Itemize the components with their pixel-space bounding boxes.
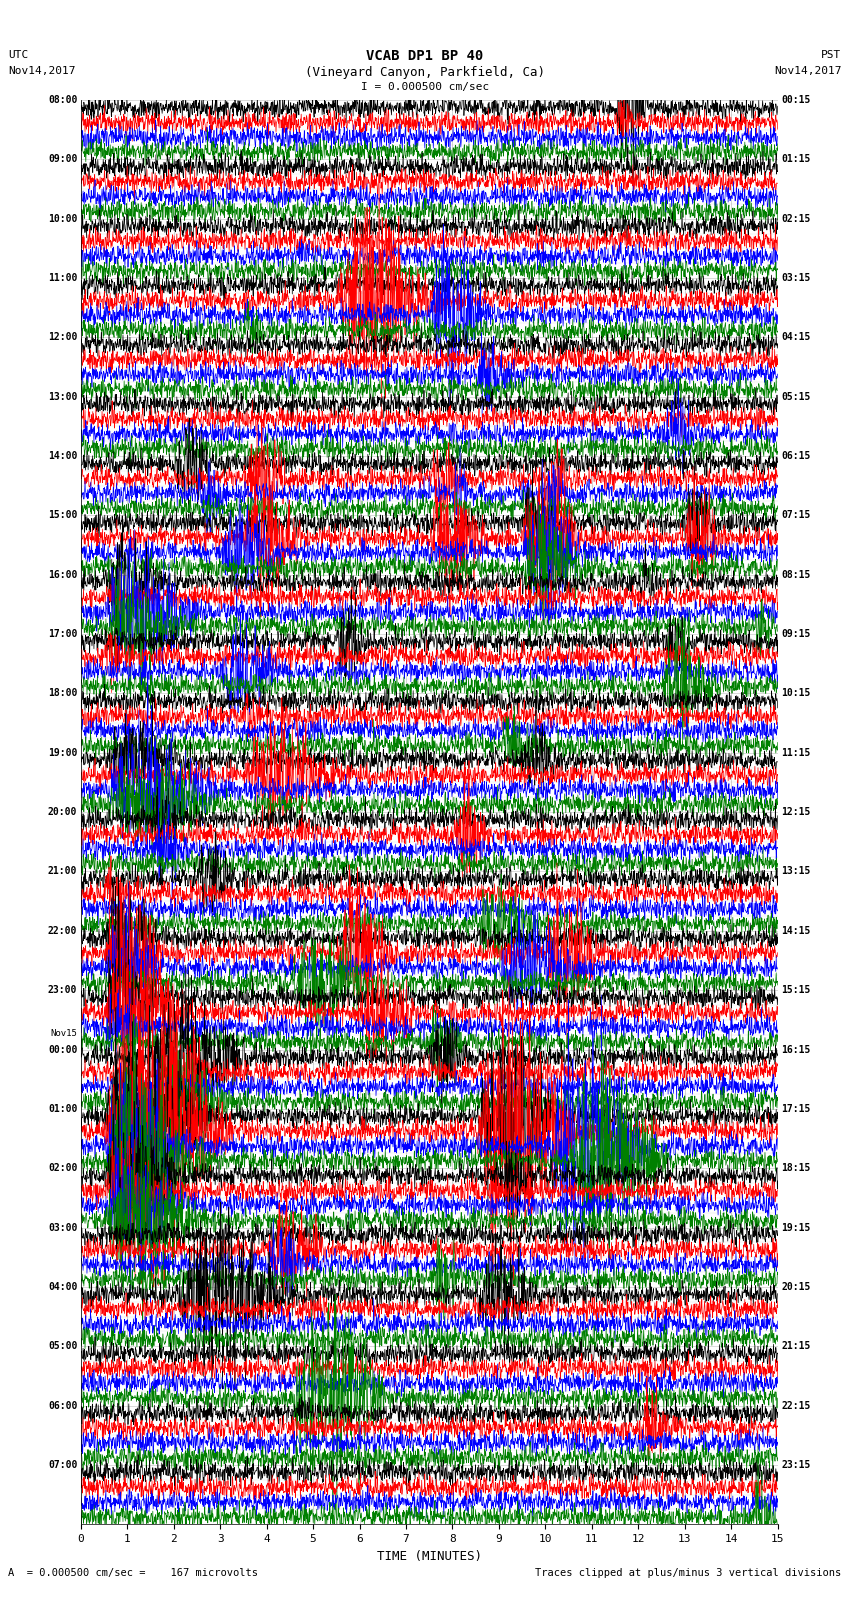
Text: PST: PST — [821, 50, 842, 60]
Text: 11:00: 11:00 — [48, 273, 77, 282]
Text: 00:15: 00:15 — [781, 95, 811, 105]
Text: 11:15: 11:15 — [781, 748, 811, 758]
Text: 21:00: 21:00 — [48, 866, 77, 876]
Text: 15:15: 15:15 — [781, 986, 811, 995]
Text: Nov15: Nov15 — [50, 1029, 77, 1039]
X-axis label: TIME (MINUTES): TIME (MINUTES) — [377, 1550, 482, 1563]
Text: 12:15: 12:15 — [781, 806, 811, 818]
Text: 14:00: 14:00 — [48, 452, 77, 461]
Text: 13:00: 13:00 — [48, 392, 77, 402]
Text: 04:15: 04:15 — [781, 332, 811, 342]
Text: 07:00: 07:00 — [48, 1460, 77, 1469]
Text: 09:15: 09:15 — [781, 629, 811, 639]
Text: 02:15: 02:15 — [781, 213, 811, 224]
Text: 17:00: 17:00 — [48, 629, 77, 639]
Text: 19:15: 19:15 — [781, 1223, 811, 1232]
Text: A  = 0.000500 cm/sec =    167 microvolts: A = 0.000500 cm/sec = 167 microvolts — [8, 1568, 258, 1578]
Text: 12:00: 12:00 — [48, 332, 77, 342]
Text: (Vineyard Canyon, Parkfield, Ca): (Vineyard Canyon, Parkfield, Ca) — [305, 66, 545, 79]
Text: 18:15: 18:15 — [781, 1163, 811, 1173]
Text: 02:00: 02:00 — [48, 1163, 77, 1173]
Text: VCAB DP1 BP 40: VCAB DP1 BP 40 — [366, 50, 484, 63]
Text: 03:15: 03:15 — [781, 273, 811, 282]
Text: 19:00: 19:00 — [48, 748, 77, 758]
Text: 14:15: 14:15 — [781, 926, 811, 936]
Text: Traces clipped at plus/minus 3 vertical divisions: Traces clipped at plus/minus 3 vertical … — [536, 1568, 842, 1578]
Text: 20:00: 20:00 — [48, 806, 77, 818]
Text: Nov14,2017: Nov14,2017 — [774, 66, 842, 76]
Text: 05:00: 05:00 — [48, 1342, 77, 1352]
Text: 08:00: 08:00 — [48, 95, 77, 105]
Text: 22:00: 22:00 — [48, 926, 77, 936]
Text: 06:15: 06:15 — [781, 452, 811, 461]
Text: 04:00: 04:00 — [48, 1282, 77, 1292]
Text: 16:15: 16:15 — [781, 1045, 811, 1055]
Text: 01:15: 01:15 — [781, 155, 811, 165]
Text: 23:15: 23:15 — [781, 1460, 811, 1469]
Text: I = 0.000500 cm/sec: I = 0.000500 cm/sec — [361, 82, 489, 92]
Text: 01:00: 01:00 — [48, 1103, 77, 1115]
Text: 20:15: 20:15 — [781, 1282, 811, 1292]
Text: 22:15: 22:15 — [781, 1400, 811, 1411]
Text: Nov14,2017: Nov14,2017 — [8, 66, 76, 76]
Text: UTC: UTC — [8, 50, 29, 60]
Text: 23:00: 23:00 — [48, 986, 77, 995]
Text: 03:00: 03:00 — [48, 1223, 77, 1232]
Text: 10:00: 10:00 — [48, 213, 77, 224]
Text: 15:00: 15:00 — [48, 510, 77, 521]
Text: 09:00: 09:00 — [48, 155, 77, 165]
Text: 08:15: 08:15 — [781, 569, 811, 579]
Text: 06:00: 06:00 — [48, 1400, 77, 1411]
Text: 16:00: 16:00 — [48, 569, 77, 579]
Text: 00:00: 00:00 — [48, 1045, 77, 1055]
Text: 05:15: 05:15 — [781, 392, 811, 402]
Text: 18:00: 18:00 — [48, 689, 77, 698]
Text: 17:15: 17:15 — [781, 1103, 811, 1115]
Text: 10:15: 10:15 — [781, 689, 811, 698]
Text: 07:15: 07:15 — [781, 510, 811, 521]
Text: 13:15: 13:15 — [781, 866, 811, 876]
Text: 21:15: 21:15 — [781, 1342, 811, 1352]
